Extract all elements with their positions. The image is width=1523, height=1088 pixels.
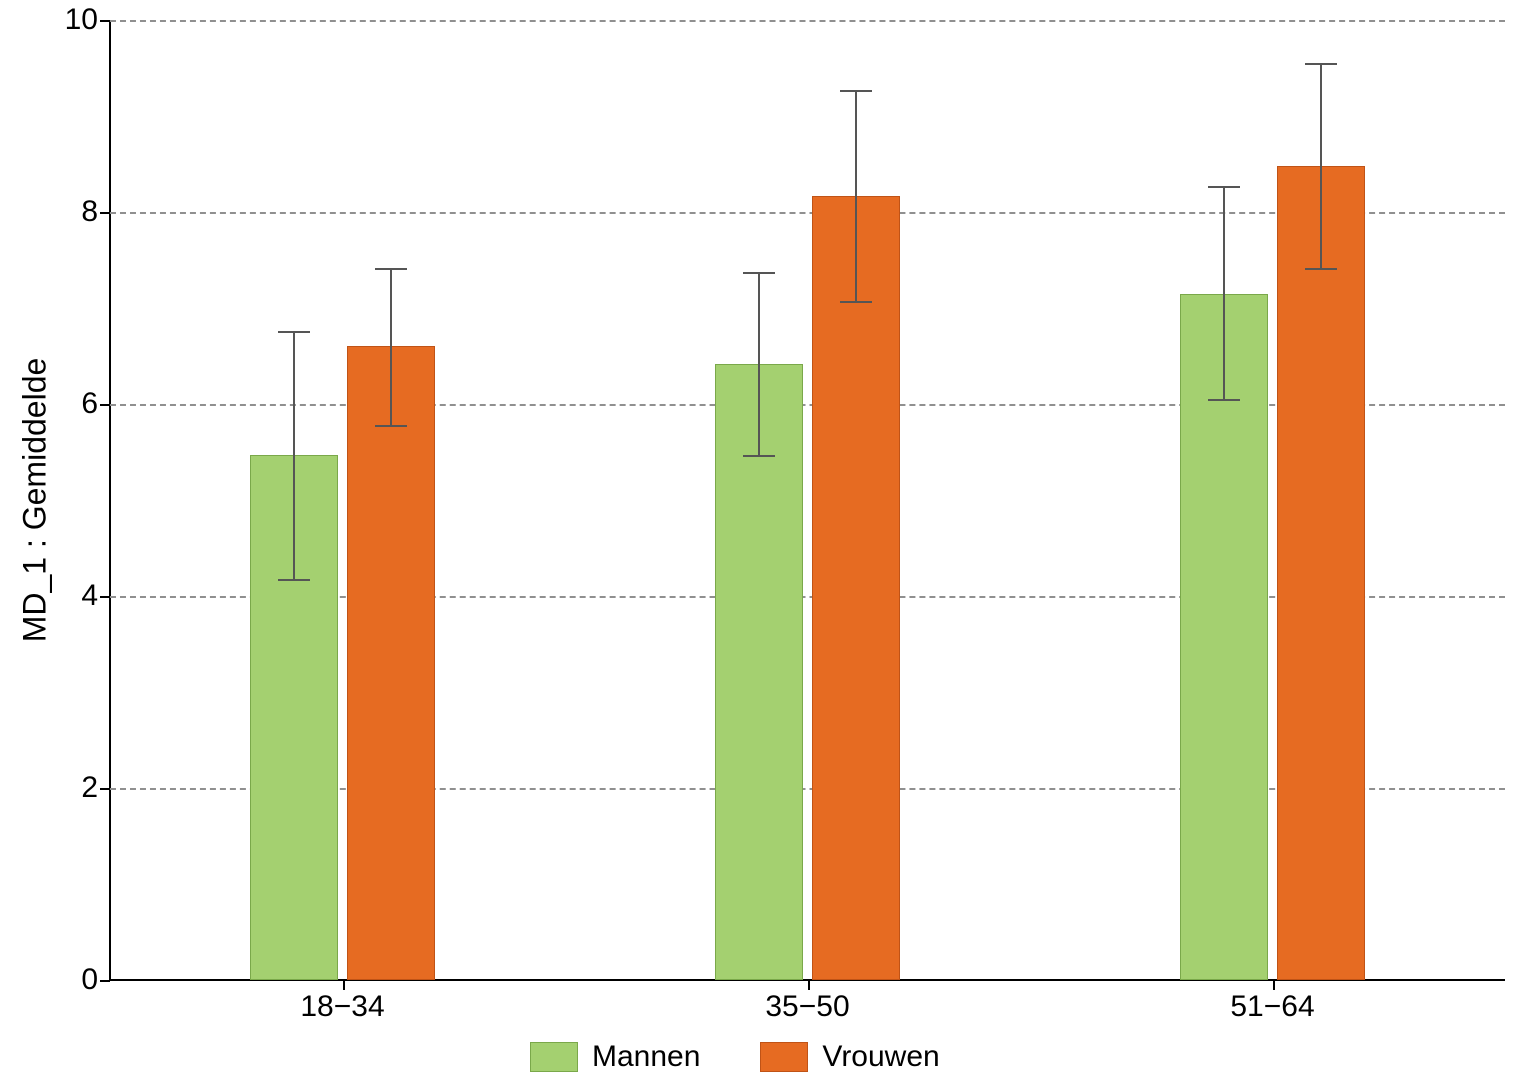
bar <box>1180 294 1269 980</box>
bar <box>1277 166 1366 980</box>
y-tick-mark <box>100 788 110 790</box>
x-tick-mark <box>343 980 345 990</box>
legend-item: Vrouwen <box>760 1040 939 1074</box>
x-tick-mark <box>1273 980 1275 990</box>
chart-root: MD_1 : Gemiddelde 024681018−3435−5051−64… <box>0 0 1523 1088</box>
legend: Mannen Vrouwen <box>530 1040 940 1074</box>
y-tick-mark <box>100 20 110 22</box>
legend-swatch <box>530 1042 578 1072</box>
y-tick-mark <box>100 212 110 214</box>
bar <box>347 346 436 980</box>
gridline <box>110 20 1505 22</box>
legend-item: Mannen <box>530 1040 700 1074</box>
bar <box>812 196 901 980</box>
y-tick-mark <box>100 980 110 982</box>
bar <box>250 455 339 980</box>
y-tick-mark <box>100 596 110 598</box>
x-tick-mark <box>808 980 810 990</box>
legend-label: Mannen <box>592 1040 700 1074</box>
legend-swatch <box>760 1042 808 1072</box>
y-axis-line <box>109 20 111 980</box>
bar <box>715 364 804 980</box>
y-tick-mark <box>100 404 110 406</box>
legend-label: Vrouwen <box>822 1040 939 1074</box>
y-axis-label: MD_1 : Gemiddelde <box>17 358 54 643</box>
plot-area: 024681018−3435−5051−64 <box>110 20 1505 980</box>
